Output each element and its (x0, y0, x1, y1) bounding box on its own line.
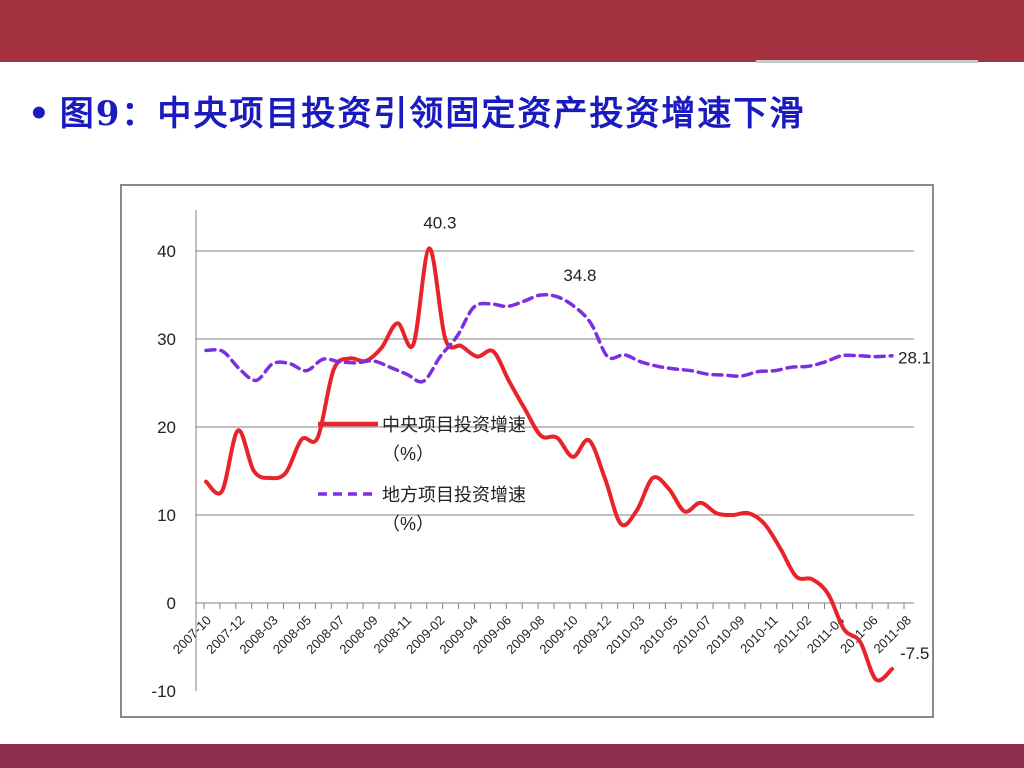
series-local-line (204, 292, 894, 384)
line-chart: 403020100-102007-102007-122008-032008-05… (151, 210, 931, 701)
data-label: 28.1 (898, 349, 931, 368)
y-tick-label: 0 (167, 594, 176, 613)
y-tick-label: 10 (157, 506, 176, 525)
legend-label: 中央项目投资增速 (382, 415, 526, 435)
bullet-icon: • (28, 94, 52, 134)
chart-frame: 40 30 20 10 0 -10 2007-10 2007-12 2008-03 2008-05… (120, 184, 934, 718)
header-band (0, 0, 1024, 62)
slide-title: • 图9：中央项目投资引领固定资产投资增速下滑 (28, 86, 805, 135)
legend-label: 地方项目投资增速 (382, 485, 526, 505)
y-tick-label: 40 (157, 242, 176, 261)
series-central-line (204, 246, 894, 683)
data-label: 34.8 (563, 266, 596, 285)
y-tick-label: 20 (157, 418, 176, 437)
y-tick-label: -10 (151, 682, 176, 701)
legend-label-unit: （%） (382, 444, 434, 464)
data-label: 40.3 (423, 213, 456, 232)
y-tick-label: 30 (157, 330, 176, 349)
legend-label-unit: （%） (382, 514, 434, 534)
header-accent-line (756, 60, 978, 63)
data-label: -7.5 (900, 644, 929, 663)
slide-title-text: 图9：中央项目投资引领固定资产投资增速下滑 (59, 94, 806, 134)
footer-band (0, 744, 1024, 768)
